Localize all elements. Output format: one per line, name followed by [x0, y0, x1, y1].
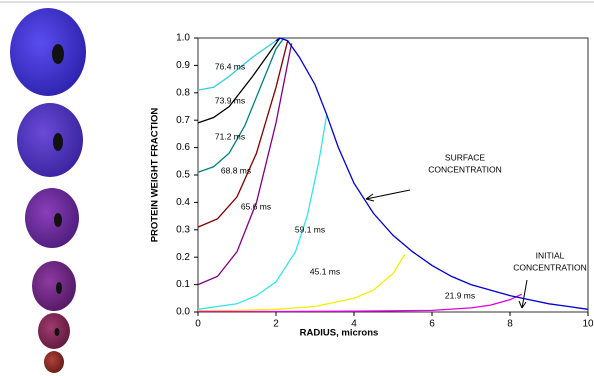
x-tick-label: 8: [507, 319, 513, 330]
spheroid: [32, 261, 76, 311]
series-label: 73.9 ms: [215, 95, 245, 105]
spheroid: [38, 313, 70, 349]
x-tick-label: 0: [195, 319, 201, 330]
spheroid: [25, 188, 79, 248]
series-line: [198, 38, 280, 123]
y-tick-label: 0.8: [176, 87, 190, 98]
annotation: CONCENTRATION: [428, 164, 502, 174]
y-tick-label: 0.5: [176, 170, 190, 181]
series-line: [198, 255, 405, 311]
x-tick-label: 6: [429, 319, 435, 330]
series-label: 68.8 ms: [221, 165, 251, 175]
spheroid: [17, 103, 83, 177]
x-axis-title: RADIUS, microns: [300, 328, 379, 339]
series-label: 71.2 ms: [215, 131, 245, 141]
spheroid-core: [53, 133, 63, 151]
screenshot: RADIUS, microns PROTEIN WEIGHT FRACTION …: [0, 0, 594, 376]
spheroid-core: [52, 44, 64, 64]
spheroid-images: [10, 8, 86, 373]
series-label: 45.1 ms: [310, 266, 340, 276]
spheroid: [10, 8, 86, 96]
series-label: 21.9 ms: [445, 290, 475, 300]
spheroid-core: [55, 328, 60, 336]
y-axis-title: PROTEIN WEIGHT FRACTION: [150, 108, 161, 243]
y-tick-label: 0.0: [176, 307, 190, 318]
y-tick-label: 0.2: [176, 252, 190, 263]
x-tick-label: 2: [273, 319, 279, 330]
y-tick-label: 0.1: [176, 279, 190, 290]
annotation: CONCENTRATION: [513, 262, 587, 272]
y-tick-label: 0.6: [176, 142, 190, 153]
series-label: 59.1 ms: [295, 224, 325, 234]
y-tick-label: 0.7: [176, 115, 190, 126]
series-label: 65.6 ms: [241, 201, 271, 211]
y-tick-label: 1.0: [176, 33, 190, 44]
x-tick-label: 4: [351, 319, 357, 330]
x-tick-label: 10: [582, 319, 594, 330]
spheroid: [44, 351, 64, 373]
spheroid-core: [56, 282, 62, 294]
y-tick-label: 0.4: [176, 197, 190, 208]
y-tick-label: 0.9: [176, 60, 190, 71]
series-line: [198, 115, 327, 310]
annotation: SURFACE: [445, 152, 485, 162]
annotation: INITIAL: [536, 250, 565, 260]
y-tick-label: 0.3: [176, 224, 190, 235]
series-label: 76.4 ms: [215, 61, 245, 71]
spheroid-core: [54, 213, 62, 227]
